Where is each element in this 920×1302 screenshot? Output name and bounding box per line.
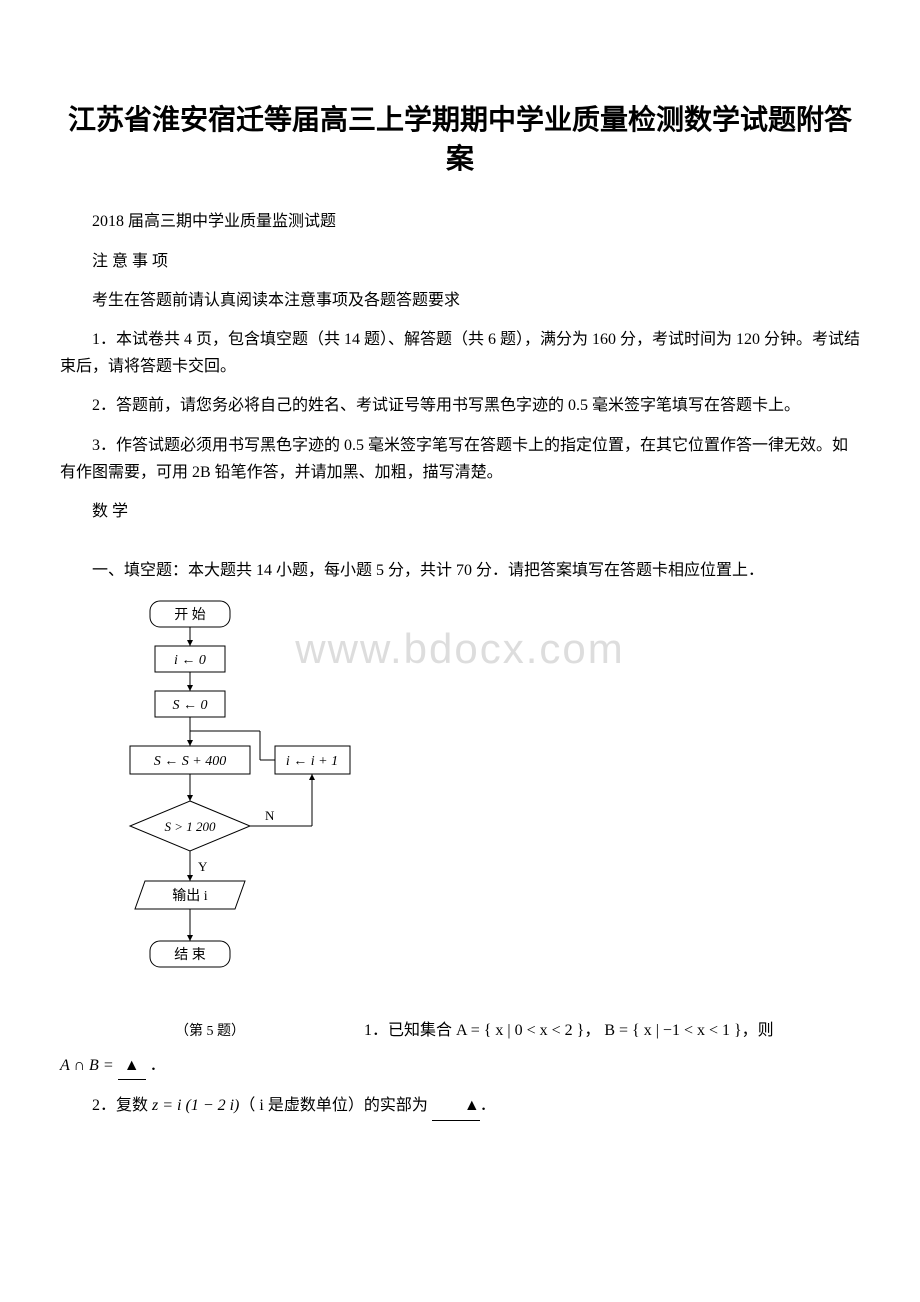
q2-prefix: 2．复数	[92, 1097, 152, 1114]
q1-comma1: ，	[584, 1022, 600, 1039]
notice-item-3: 3．作答试题必须用书写黑色字迹的 0.5 毫米签字笔写在答题卡上的指定位置，在其…	[60, 432, 860, 486]
q2-blank: ▲	[432, 1092, 480, 1120]
flow-step-1: i ← 0	[174, 653, 206, 668]
spacer	[60, 537, 860, 545]
notice-heading: 注 意 事 项	[60, 248, 860, 275]
flowchart-caption: （第 5 题）	[60, 1020, 360, 1040]
question-2: 2．复数 z = i (1 − 2 i)（ i 是虚数单位）的实部为 ▲．	[60, 1092, 860, 1120]
subject-label: 数 学	[60, 498, 860, 525]
flow-cond-y: Y	[198, 859, 208, 874]
flow-output: 输出 i	[172, 888, 207, 904]
q2-period: ．	[480, 1097, 496, 1114]
q1-suffix: ，则	[742, 1022, 774, 1039]
page-title: 江苏省淮安宿迁等届高三上学期期中学业质量检测数学试题附答案	[60, 100, 860, 178]
notice-line: 考生在答题前请认真阅读本注意事项及各题答题要求	[60, 287, 860, 314]
q1-set-b: B = { x | −1 < x < 1 }	[604, 1022, 741, 1039]
flow-inc: i ← i + 1	[286, 754, 338, 769]
flow-end: 结 束	[174, 947, 206, 963]
section-1-heading: 一、填空题：本大题共 14 小题，每小题 5 分，共计 70 分．请把答案填写在…	[60, 557, 860, 584]
q1-set-a: A = { x | 0 < x < 2 }	[456, 1022, 584, 1039]
q2-expr: z = i (1 − 2 i)	[152, 1097, 239, 1114]
q1-expr: A ∩ B =	[60, 1057, 118, 1074]
notice-item-2: 2．答题前，请您务必将自己的姓名、考试证号等用书写黑色字迹的 0.5 毫米签字笔…	[60, 392, 860, 419]
flow-start: 开 始	[174, 607, 206, 623]
q2-mid: （ i 是虚数单位）的实部为	[239, 1097, 431, 1114]
q1-prefix: 1．已知集合	[364, 1022, 452, 1039]
flowchart-svg: 开 始 i ← 0 S ← 0 S ← S + 400	[60, 596, 360, 1016]
question-1-line2: A ∩ B = ▲ ．	[60, 1052, 860, 1080]
question-1: 1．已知集合 A = { x | 0 < x < 2 }， B = { x | …	[364, 1022, 774, 1039]
flow-step-2: S ← 0	[173, 698, 208, 713]
flow-step-3: S ← S + 400	[154, 754, 226, 769]
subtitle: 2018 届高三期中学业质量监测试题	[60, 208, 860, 235]
flow-cond-n: N	[265, 808, 275, 823]
q1-blank: ▲	[118, 1052, 146, 1080]
q1-period: ．	[150, 1057, 166, 1074]
flow-cond: S > 1 200	[164, 819, 216, 834]
flowchart-figure: 开 始 i ← 0 S ← 0 S ← S + 400	[60, 596, 360, 1040]
notice-item-1: 1．本试卷共 4 页，包含填空题（共 14 题）、解答题（共 6 题），满分为 …	[60, 326, 860, 380]
